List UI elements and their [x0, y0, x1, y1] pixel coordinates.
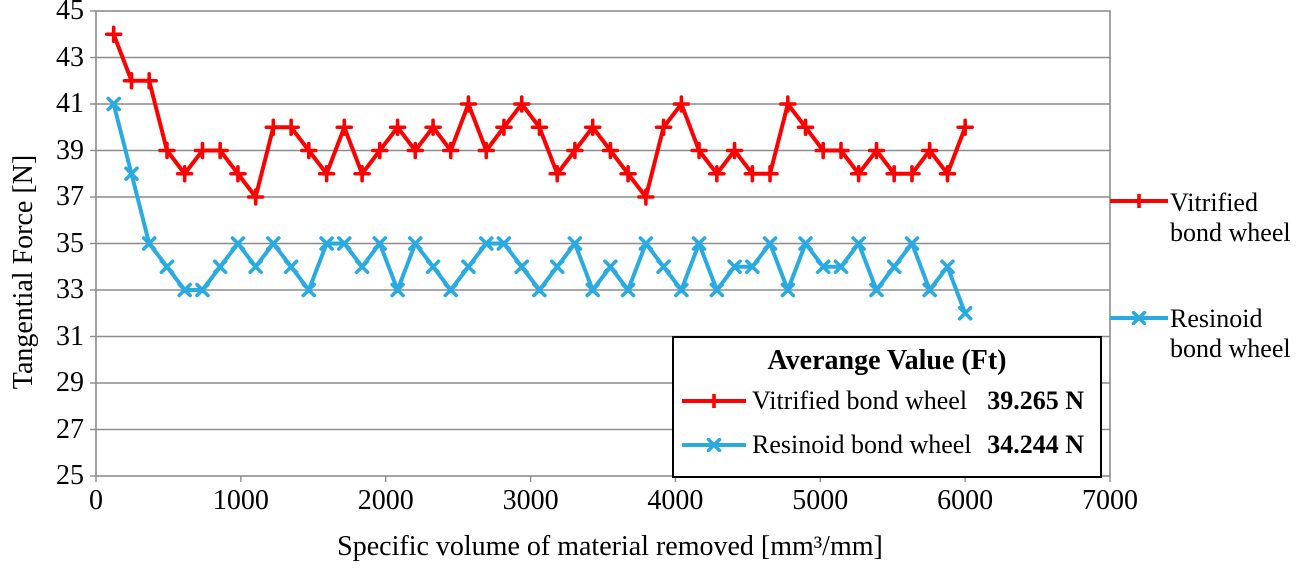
y-tick-label: 43: [56, 41, 84, 73]
legend-label-vitrified: Vitrified bond wheel: [1170, 188, 1291, 247]
average-row-vitrified: Vitrified bond wheel 39.265 N: [674, 379, 1100, 423]
resinoid-series-swatch-icon: [682, 437, 746, 453]
y-tick-label: 45: [56, 0, 84, 26]
x-tick-label: 3000: [502, 485, 559, 516]
x-tick-label: 6000: [937, 485, 994, 516]
vitrified-series-swatch-icon: [682, 392, 746, 410]
y-tick-label: 31: [56, 320, 84, 352]
x-tick-label: 5000: [792, 485, 849, 516]
x-tick-label: 1000: [212, 485, 269, 516]
y-tick-label: 29: [56, 367, 84, 398]
y-tick-label: 27: [56, 413, 84, 445]
y-axis-title: Tangential Force [N]: [8, 154, 39, 390]
x-tick-label: 2000: [357, 485, 414, 516]
y-tick-label: 33: [56, 274, 84, 305]
x-tick-label: 0: [89, 485, 103, 516]
y-tick-label: 41: [56, 88, 84, 119]
vitrified-average-value: 39.265 N: [987, 386, 1084, 415]
resinoid-average-value: 34.244 N: [987, 430, 1084, 459]
y-tick-label: 37: [56, 181, 84, 212]
x-tick-label: 7000: [1082, 485, 1138, 516]
x-tick-label: 4000: [647, 485, 704, 516]
x-axis-title: Specific volume of material removed [mm³…: [337, 531, 883, 562]
average-box-title: Averange Value (Ft): [767, 345, 1007, 376]
y-tick-label: 35: [56, 227, 84, 259]
vitrified-series-swatch-icon: [1110, 192, 1168, 210]
resinoid-series-swatch-icon: [1110, 310, 1168, 326]
average-row-resinoid: Resinoid bond wheel 34.244 N: [674, 423, 1100, 467]
y-tick-label: 25: [56, 460, 84, 491]
y-tick-label: 39: [56, 134, 84, 166]
legend-label-resinoid: Resinoid bond wheel: [1170, 304, 1291, 363]
average-value-box: Averange Value (Ft) Vitrified bond wheel…: [672, 336, 1102, 478]
